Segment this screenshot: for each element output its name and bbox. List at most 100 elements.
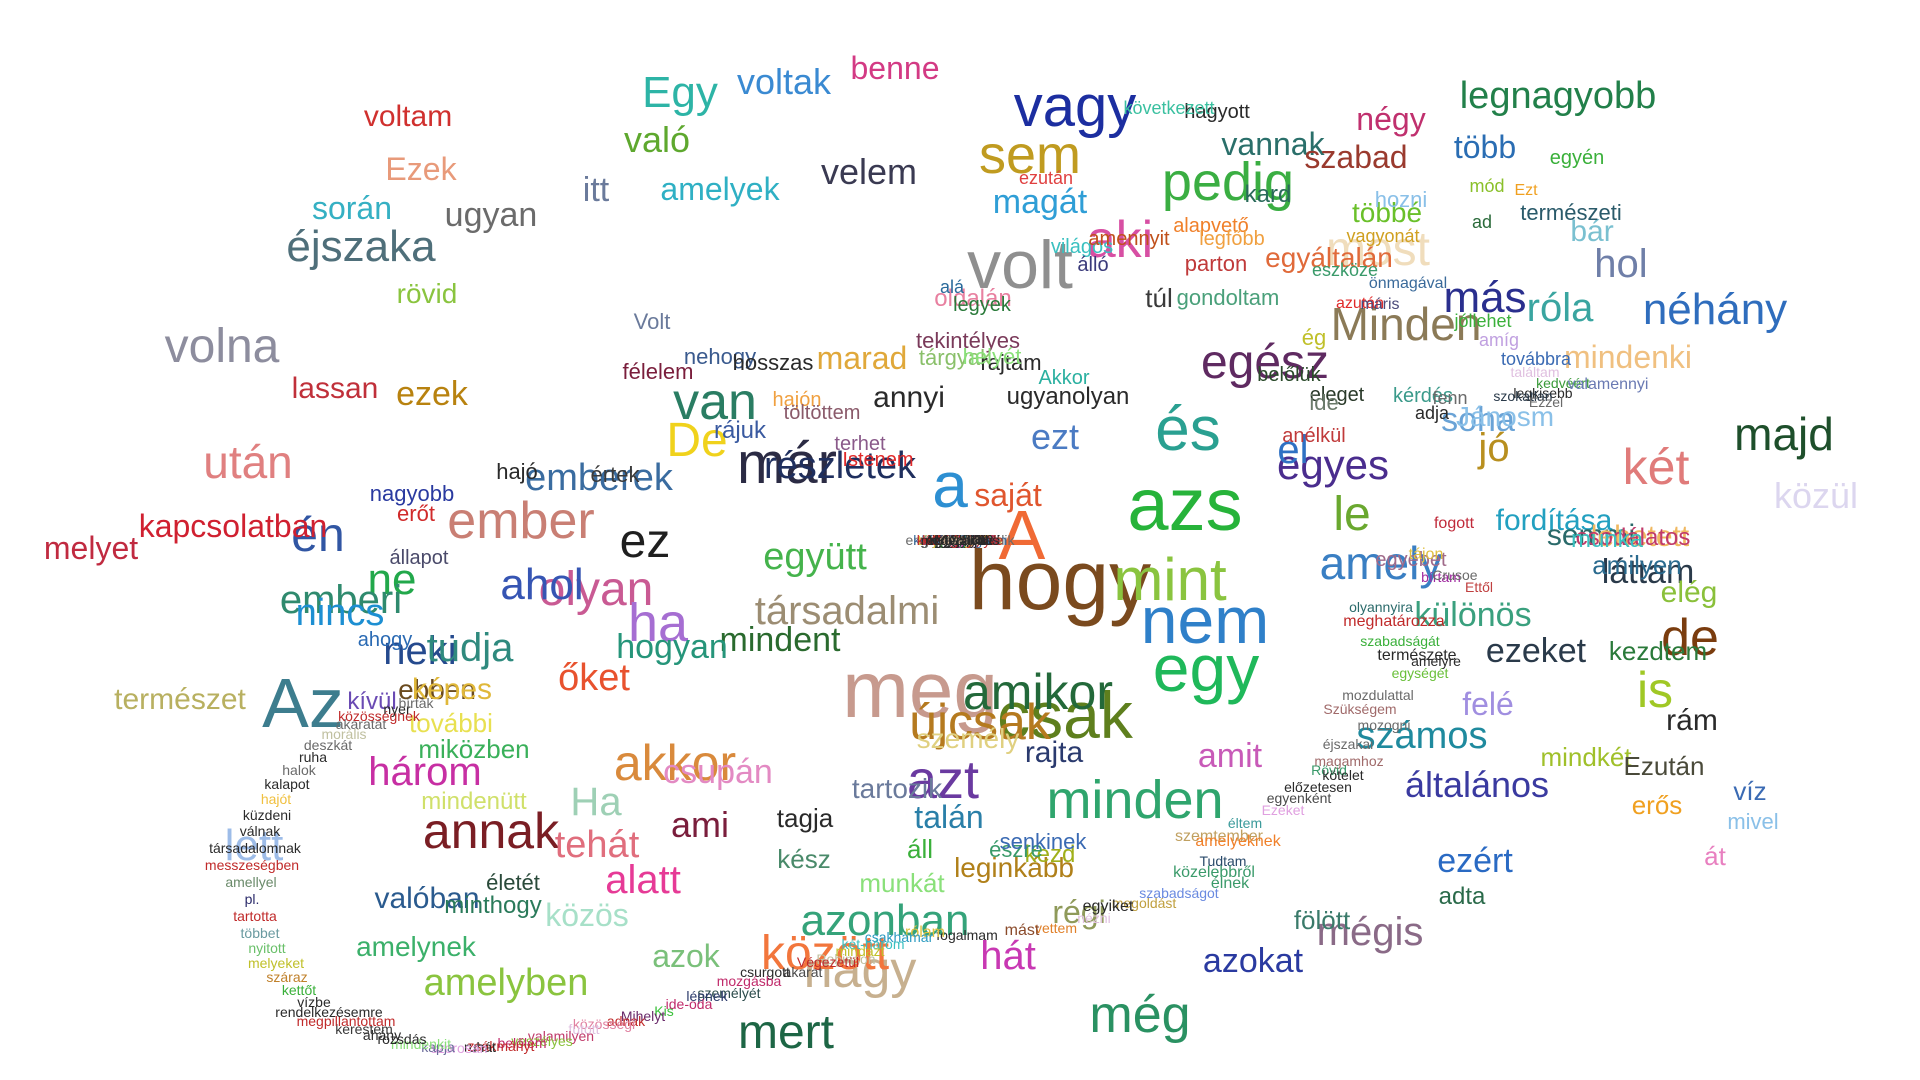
word-mozogni: mozogni	[1357, 717, 1411, 733]
word-gondoltam: gondoltam	[1176, 285, 1280, 310]
word-meg: meg	[842, 645, 998, 734]
word-mitevo: mitévő	[939, 532, 981, 548]
word-megszakitas: megszakítás	[920, 532, 1000, 548]
word-ugyan: ugyan	[444, 196, 538, 234]
word-allapotba: állapotba	[931, 532, 989, 548]
word-mindket: mindkét	[1540, 742, 1632, 772]
word-valo: való	[623, 119, 691, 160]
word-egyenkent: egyenként	[1266, 790, 1332, 806]
word-szomjas: szomjas	[934, 532, 986, 548]
word-szokatlan: szokatlan	[1493, 388, 1553, 404]
word-voltam: voltam	[363, 100, 453, 133]
word-talaljuk: találjuk	[938, 532, 982, 548]
word-messzesegben: messzeségben	[204, 857, 300, 873]
word-fogalmam: fogalmam	[936, 927, 998, 943]
word-egyen: egyén	[1549, 147, 1605, 169]
word-ide-oda: ide-oda	[665, 996, 713, 1012]
word-helyet: helyét	[962, 344, 1022, 369]
word-valamilyen: valamilyen	[527, 1028, 595, 1044]
word-senkinek: senkinek	[999, 829, 1087, 854]
word-amikor: amikor	[962, 664, 1114, 720]
word-akkor: Akkor	[1038, 367, 1090, 389]
word-fele: felé	[1462, 686, 1514, 722]
word-hajon: hajón	[772, 389, 822, 411]
word-azutan: azután	[1335, 295, 1385, 312]
word-tajon: tájon	[1408, 546, 1444, 563]
word-moralis: morális	[321, 726, 367, 742]
word-utan: után	[203, 436, 293, 488]
word-veszelyes: veszélyes	[511, 1033, 573, 1049]
word-szemelyet: személyét	[697, 985, 761, 1001]
word-oket: őket	[558, 657, 630, 699]
word-rendelkezesemre: rendelkezésemre	[275, 1004, 383, 1020]
word-kard: kard	[1244, 181, 1292, 208]
word-halok: halok	[282, 762, 316, 778]
word-amig: amíg	[1478, 330, 1520, 350]
word-vegezetul: Végezetül	[796, 954, 860, 970]
word-folott: fölött	[1293, 905, 1351, 935]
word-eletet: életét	[486, 870, 540, 895]
word-fogott: fogott	[1433, 515, 1475, 532]
word-eg: ég	[1301, 325, 1327, 350]
word-engedelmeskedik: engedelmeskedik	[905, 532, 1015, 548]
word-harmat: hármat	[938, 532, 982, 548]
word-parton: parton	[1184, 251, 1248, 276]
word-ugyanolyan: ugyanolyan	[1006, 383, 1130, 410]
word-maradhat: maradhat	[930, 532, 990, 548]
word-allapot: állapot	[389, 547, 449, 569]
word-kerestem: kerestem	[335, 1021, 393, 1037]
word-esik: esik	[947, 532, 973, 548]
word-azs: azs	[1127, 463, 1243, 546]
word-es: és	[1155, 395, 1221, 464]
word-ezek: Ezek	[385, 151, 457, 187]
word-oldalan: oldalán	[934, 285, 1012, 312]
word-ala: alá	[939, 277, 965, 297]
word-kedveert: kedvéért	[1536, 375, 1590, 391]
word-hasznalt: használt	[933, 532, 987, 548]
word-futott: futott	[568, 1021, 600, 1037]
word-egyes: egyes	[1276, 441, 1390, 488]
word-anelkul: Anélkül	[937, 532, 983, 548]
word-amelynek: amelynek	[356, 931, 476, 962]
word-amit: amit	[1197, 737, 1263, 775]
word-kozos: közös	[545, 897, 629, 933]
word-akadalyok: akadályok	[928, 532, 992, 548]
word-csodalatos: csodálatos	[1575, 524, 1691, 551]
word-aron: áron	[945, 532, 975, 548]
word-uralma: uralma	[938, 532, 982, 548]
word-eredendo: eredendő	[930, 532, 990, 548]
word-akkor: akkor	[613, 735, 737, 791]
word-sajat: saját	[974, 477, 1042, 513]
word-megpillantottam: megpillantottam	[296, 1013, 396, 1029]
word-kesz: kész	[777, 844, 831, 874]
word-egyutt: együtt	[763, 536, 867, 578]
word-elkerulni: elkerülni	[933, 532, 987, 548]
word-legfobb: legfőbb	[1199, 228, 1265, 250]
word-tartozik: tartozik	[851, 773, 943, 804]
word-szabadsagot: szabadságot	[1139, 885, 1219, 901]
word-eleget: eleget	[1309, 384, 1365, 406]
word-fgy: fgy	[950, 532, 970, 548]
word-hagyott: hagyott	[1184, 101, 1250, 123]
word-valnak: válnak	[239, 823, 281, 839]
word-atvette: átvette	[938, 532, 982, 548]
word-talaltam: találtam	[1510, 364, 1560, 380]
word-egyesul: egyesül	[935, 532, 985, 548]
word-alapveto: alapvető	[1173, 215, 1249, 237]
word-tarsadalomnak: társadalomnak	[209, 840, 301, 856]
word-amely: amely	[1319, 537, 1443, 589]
word-milyenek: milyenek	[932, 532, 988, 548]
word-csak: csak	[997, 678, 1133, 752]
word-egy: Egy	[642, 68, 718, 117]
word-helyeztem: helyeztem	[928, 532, 992, 548]
word-amelyre: amelyre	[1411, 653, 1461, 669]
word-vannak: vannak	[1221, 126, 1325, 162]
word-ahol: ahol	[946, 532, 974, 548]
word-elozetesen: előzetesen	[1284, 779, 1352, 795]
word-pl: pl.	[244, 891, 260, 907]
word-benne: benne	[850, 50, 940, 86]
word-toltottem: töltöttem	[783, 402, 861, 424]
word-tovabbi: további	[409, 708, 493, 738]
word-ahogy: ahogy	[357, 629, 413, 651]
word-eszkoze: eszköze	[1311, 260, 1379, 280]
